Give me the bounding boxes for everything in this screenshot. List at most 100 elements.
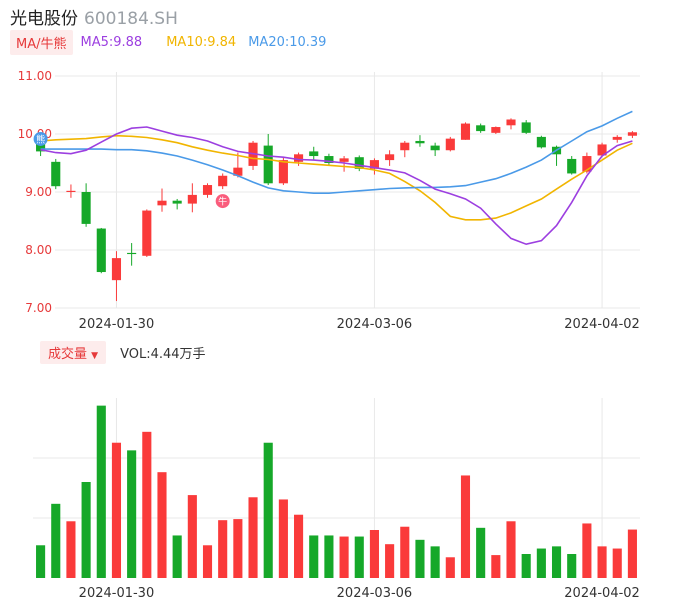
candle-body xyxy=(476,125,486,132)
candle-body xyxy=(127,252,137,255)
volume-bar xyxy=(597,546,607,578)
candle xyxy=(187,183,197,213)
candle-body xyxy=(96,228,106,273)
candle xyxy=(324,153,334,166)
ma10-legend: MA10:9.84 xyxy=(166,34,237,50)
volume-bar xyxy=(521,554,531,578)
candle-body xyxy=(582,156,592,172)
volume-legend: 成交量 ▼ VOL:4.44万手 xyxy=(40,340,206,364)
ma20-line xyxy=(40,110,633,194)
candle xyxy=(612,135,622,143)
volume-bar xyxy=(278,499,288,578)
volume-bar xyxy=(324,535,334,578)
volume-bar xyxy=(263,442,273,578)
volume-bar xyxy=(476,527,486,578)
candle-body xyxy=(430,145,440,151)
volume-bar xyxy=(218,520,228,578)
ma-legend: MA/牛熊 MA5:9.88 MA10:9.84 MA20:10.39 xyxy=(10,29,327,55)
candle xyxy=(96,227,106,274)
candle-body xyxy=(202,185,213,195)
candle xyxy=(81,183,91,227)
volume-bar xyxy=(127,450,137,578)
volume-bar xyxy=(172,535,182,578)
candle-body xyxy=(536,136,546,148)
candle xyxy=(142,209,152,257)
candle-body xyxy=(142,210,152,256)
stock-header: 光电股份 600184.SH xyxy=(10,4,178,29)
date-axis-label: 2024-04-02 xyxy=(564,317,640,332)
candle-body xyxy=(36,142,46,152)
volume-date-label: 2024-03-06 xyxy=(337,586,413,601)
candle xyxy=(476,123,486,133)
volume-bar xyxy=(36,545,46,578)
price-axis-tick: 8.00 xyxy=(25,243,52,257)
ma5-line xyxy=(40,126,633,246)
candle-body xyxy=(369,160,379,169)
candle xyxy=(567,156,577,175)
volume-bar xyxy=(460,475,471,578)
candle-body xyxy=(278,160,288,184)
volume-indicator-tab[interactable]: 成交量 ▼ xyxy=(40,340,107,364)
marker-badge xyxy=(33,131,48,146)
ma10-line xyxy=(40,134,633,221)
candle xyxy=(536,135,546,149)
candle xyxy=(202,183,213,198)
candle xyxy=(460,122,471,140)
volume-bar xyxy=(491,555,501,578)
candle-body xyxy=(521,122,531,133)
price-axis-tick: 9.00 xyxy=(25,185,52,199)
bull-marker-icon: 牛 xyxy=(215,194,230,209)
volume-date-label: 2024-01-30 xyxy=(79,586,155,601)
volume-bar xyxy=(248,497,258,578)
candle-body xyxy=(233,167,243,176)
candle-body xyxy=(324,156,334,163)
volume-bar xyxy=(506,521,516,578)
candle xyxy=(521,120,531,134)
date-axis-label: 2024-01-30 xyxy=(79,317,155,332)
candle xyxy=(400,140,410,158)
candle-body xyxy=(218,175,228,187)
candle xyxy=(430,142,440,157)
marker-glyph: 牛 xyxy=(218,196,227,208)
volume-bar xyxy=(339,536,349,578)
candle xyxy=(111,251,122,302)
volume-bar xyxy=(551,546,562,578)
volume-bar xyxy=(445,557,455,578)
candle-body xyxy=(187,194,197,204)
candle-body xyxy=(400,142,410,151)
ma5-legend: MA5:9.88 xyxy=(80,34,143,50)
marker-glyph: 熊 xyxy=(36,133,45,145)
candle-body xyxy=(294,154,304,162)
candle xyxy=(369,158,379,175)
candle xyxy=(445,136,455,152)
volume-bar xyxy=(430,546,440,578)
volume-bar xyxy=(582,523,592,578)
ma-indicator-tab[interactable]: MA/牛熊 xyxy=(10,29,73,55)
candle xyxy=(309,146,319,161)
volume-bar xyxy=(66,521,76,578)
volume-bar xyxy=(400,526,410,578)
candle xyxy=(127,243,137,266)
candle-body xyxy=(627,132,637,136)
candle-body xyxy=(172,200,182,204)
candle-body xyxy=(111,258,122,281)
candle-body xyxy=(157,200,167,206)
candle xyxy=(172,198,182,210)
volume-bar xyxy=(536,548,546,578)
candle-body xyxy=(385,154,395,161)
volume-bar xyxy=(157,472,167,578)
volume-bar xyxy=(51,503,61,578)
candle-body xyxy=(51,161,61,187)
candle xyxy=(491,126,501,134)
candle xyxy=(248,140,258,170)
marker-badge xyxy=(215,194,230,209)
candle xyxy=(597,142,607,158)
volume-bar xyxy=(202,545,213,578)
stock-code: 600184.SH xyxy=(84,9,178,29)
candle-body xyxy=(309,151,319,157)
candle-body xyxy=(506,119,516,126)
ma20-legend: MA20:10.39 xyxy=(248,34,327,50)
candle xyxy=(415,135,425,147)
volume-bar xyxy=(627,529,637,578)
